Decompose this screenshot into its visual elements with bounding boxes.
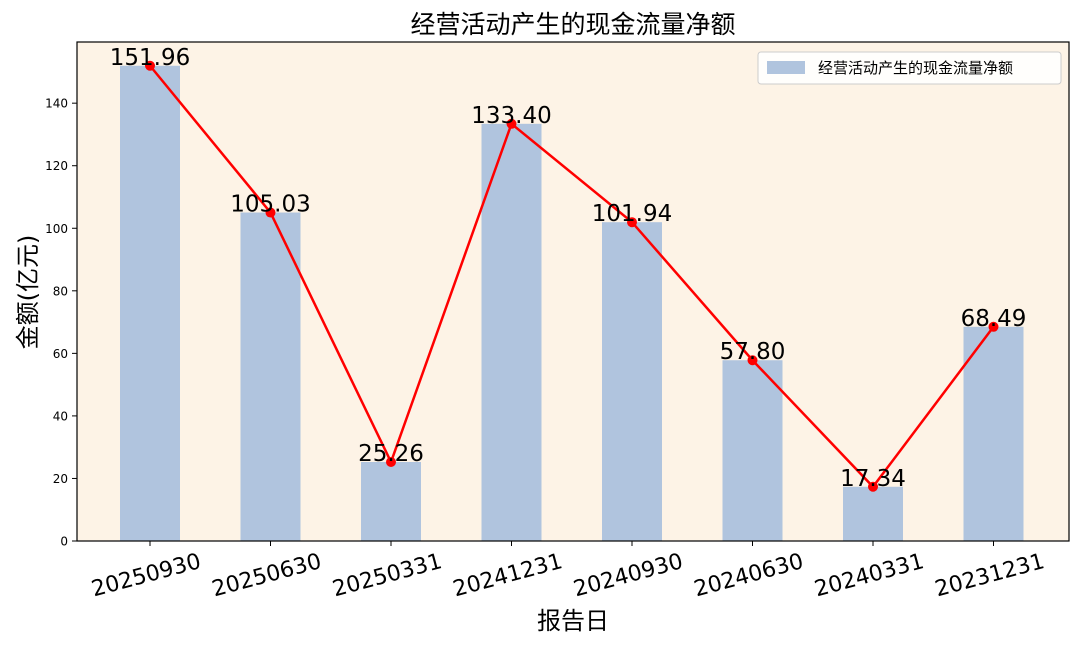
y-axis: 0 20 40 60 80 100 120 140 xyxy=(45,97,77,549)
bar-20231231 xyxy=(963,326,1024,541)
line-point-20240331 xyxy=(868,481,878,492)
bar-20250331 xyxy=(361,462,421,541)
data-labels-layer: 151.96 105.03 25.26 133.40 101.94 57.80 17.34 6… xyxy=(110,45,1027,492)
line-point-20250930 xyxy=(145,60,155,71)
plot-area xyxy=(77,42,1069,541)
line-point-20231231 xyxy=(988,321,999,332)
data-label-20240930: 101.94 xyxy=(592,201,672,227)
line-point-20250630 xyxy=(265,207,276,218)
y-tick-label: 20 xyxy=(53,472,68,486)
legend-box xyxy=(757,51,1062,85)
line-series xyxy=(149,64,995,489)
legend: 经营活动产生的现金流量净额 xyxy=(757,51,1062,85)
data-label-20250630: 105.03 xyxy=(230,192,310,218)
y-tick-label: 120 xyxy=(45,159,68,173)
data-label-20250930: 151.96 xyxy=(110,45,190,71)
legend-swatch xyxy=(767,61,805,74)
data-label-20240331: 17.34 xyxy=(840,466,906,492)
legend-label: 经营活动产生的现金流量净额 xyxy=(818,59,1013,77)
x-axis-label: 报告日 xyxy=(537,607,609,635)
y-tick-label: 140 xyxy=(45,97,68,111)
bar-20240630 xyxy=(722,360,783,541)
chart-title: 经营活动产生的现金流量净额 xyxy=(410,10,735,39)
bar-20250930 xyxy=(120,65,180,542)
y-tick-label: 60 xyxy=(53,347,68,361)
data-label-20241231: 133.40 xyxy=(471,103,551,129)
data-label-20240630: 57.80 xyxy=(720,339,786,365)
y-tick-label: 40 xyxy=(53,409,68,423)
y-tick-label: 0 xyxy=(60,535,68,549)
data-label-20250331: 25.26 xyxy=(358,441,424,467)
y-tick-label: 100 xyxy=(45,222,68,236)
bar-20240930 xyxy=(602,222,662,541)
y-axis-label: 金额(亿元) xyxy=(14,235,42,350)
bar-20250630 xyxy=(240,212,301,541)
line-point-20241231 xyxy=(506,118,517,129)
line-point-20250331 xyxy=(386,457,396,468)
line-point-20240930 xyxy=(627,217,637,228)
plot-frame xyxy=(76,41,1070,542)
y-tick-label: 80 xyxy=(53,284,68,298)
line-layer xyxy=(145,60,999,492)
data-label-20231231: 68.49 xyxy=(961,306,1027,332)
bar-20240331 xyxy=(843,486,903,541)
bars-layer xyxy=(120,65,1024,542)
line-point-20240630 xyxy=(747,355,758,366)
bar-20241231 xyxy=(481,123,542,541)
